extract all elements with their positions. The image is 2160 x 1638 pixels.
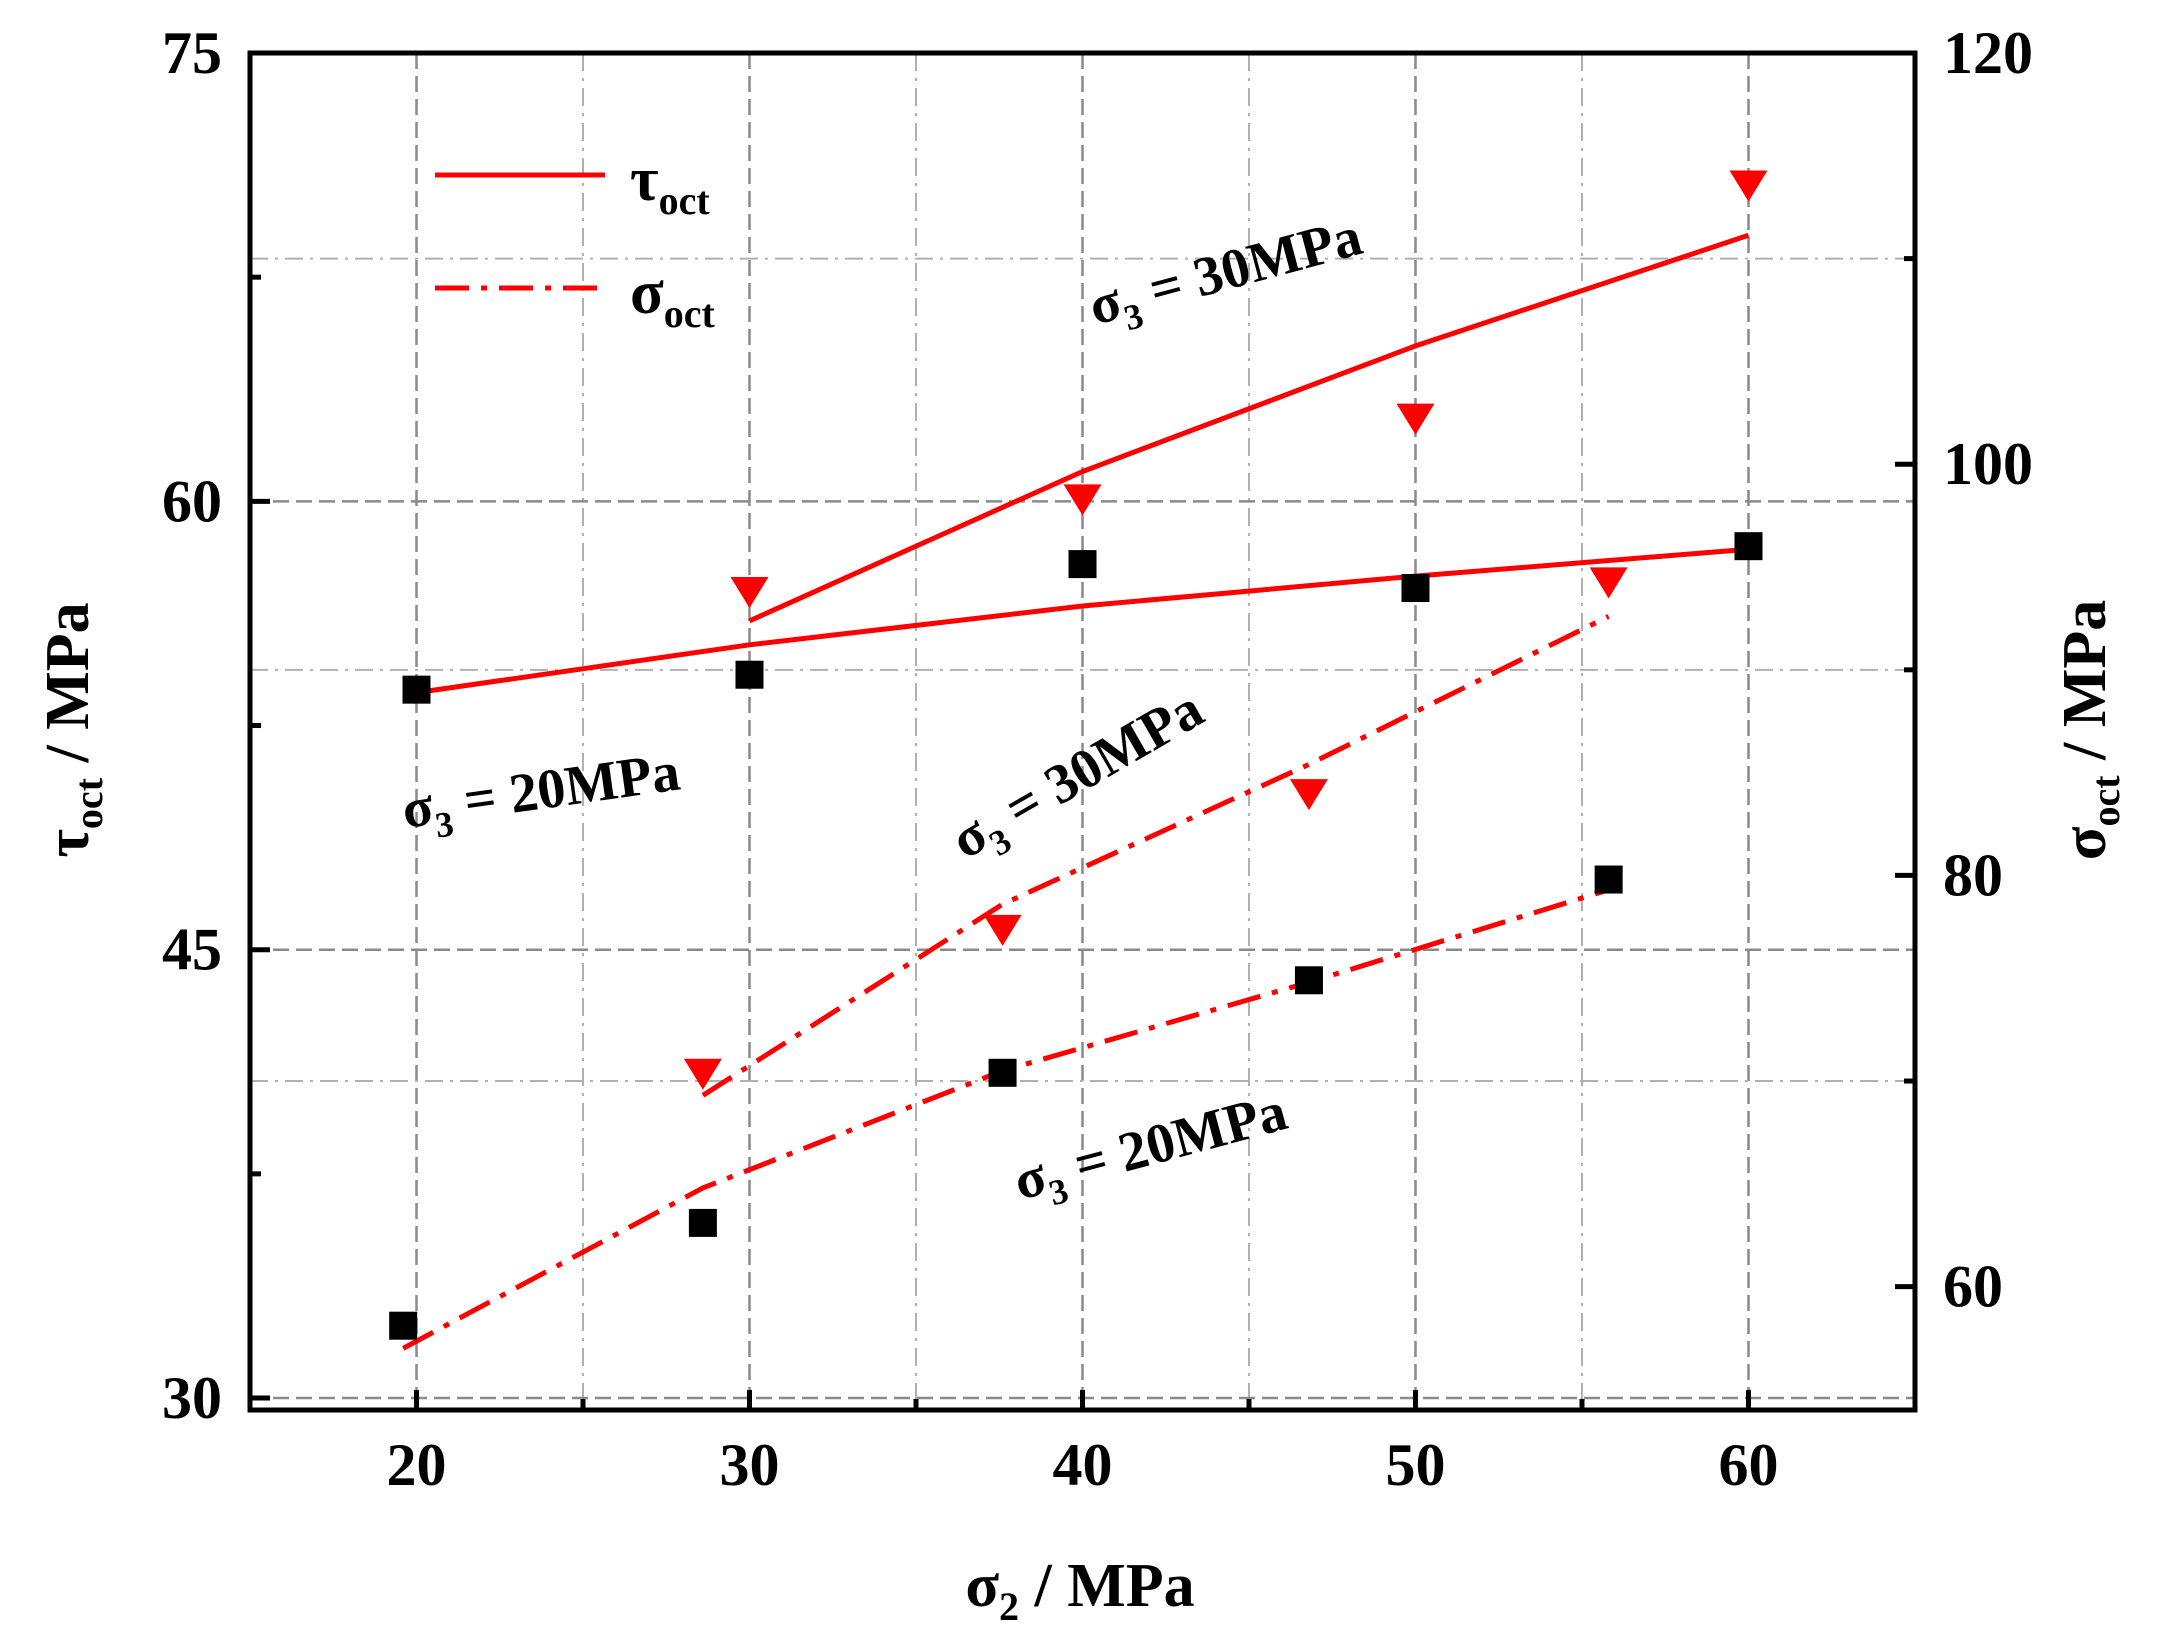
fit-line	[701, 614, 1610, 1098]
fit-line	[416, 546, 1749, 696]
fit-line	[748, 232, 1750, 624]
data-point-triangle	[1729, 170, 1768, 202]
data-point-square	[402, 675, 431, 704]
x-axis-title: σ2 / MPa	[965, 1552, 1194, 1629]
y-right-tick-label: 120	[1943, 20, 2033, 86]
x-tick-label: 50	[1386, 1432, 1446, 1498]
annotation-sigma-sigma3-20: σ3 = 20MPa	[1007, 1080, 1295, 1221]
data-point-triangle	[1063, 484, 1102, 516]
data-point-square	[688, 1208, 717, 1237]
data-point-square	[1068, 550, 1097, 579]
data-point-square	[1294, 966, 1323, 995]
annotation-sigma-sigma3-30: σ3 = 30MPa	[941, 678, 1219, 879]
data-markers	[389, 170, 1768, 1340]
y-right-axis-title: σoct / MPa	[2051, 600, 2128, 860]
x-tick-label: 30	[720, 1432, 780, 1498]
data-point-square	[1734, 532, 1763, 561]
y-left-axis-title: τoct / MPa	[34, 602, 111, 857]
grid-lines	[250, 51, 1915, 1410]
data-point-triangle	[1396, 403, 1435, 435]
data-point-triangle	[1289, 779, 1328, 811]
legend-tau-oct: τoct	[630, 146, 710, 223]
data-point-square	[1401, 574, 1430, 603]
y-left-tick-label: 75	[162, 20, 222, 86]
data-point-square	[988, 1058, 1017, 1087]
annotation-tau-sigma3-20: σ3 = 20MPa	[398, 741, 685, 850]
x-tick-label: 60	[1719, 1432, 1779, 1498]
y-left-tick-label: 30	[162, 1365, 222, 1431]
data-point-triangle	[983, 914, 1022, 946]
fit-line	[402, 887, 1610, 1351]
legend: τoct σoct	[435, 146, 715, 336]
y-left-tick-label: 45	[162, 917, 222, 983]
x-tick-label: 20	[387, 1432, 447, 1498]
annotation-tau-sigma3-30: σ3 = 30MPa	[1082, 205, 1370, 346]
data-point-square	[1594, 865, 1623, 894]
data-point-triangle	[683, 1058, 722, 1090]
tick-marks	[250, 50, 1915, 1410]
y-right-tick-label: 60	[1943, 1254, 2003, 1320]
data-point-triangle	[730, 577, 769, 609]
y-right-tick-label: 100	[1943, 431, 2033, 497]
y-right-tick-label: 80	[1943, 842, 2003, 908]
y-left-tick-label: 60	[162, 468, 222, 534]
data-point-triangle	[1589, 567, 1628, 599]
data-point-square	[389, 1311, 418, 1340]
x-tick-label: 40	[1053, 1432, 1113, 1498]
tick-labels: 20 30 40 50 60 30 45 60 75 60 80 100 120	[162, 20, 2033, 1498]
data-point-square	[735, 660, 764, 689]
legend-sigma-oct: σoct	[630, 259, 715, 336]
